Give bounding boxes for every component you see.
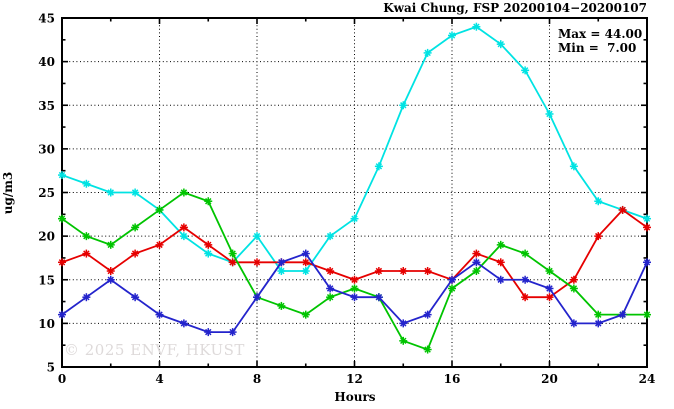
svg-text:8: 8: [253, 372, 261, 386]
x-tick-labels: 0 4 8 12 16 20 24: [58, 372, 656, 386]
svg-text:10: 10: [38, 317, 55, 331]
svg-text:20: 20: [38, 230, 55, 244]
svg-text:35: 35: [38, 99, 55, 113]
svg-text:4: 4: [155, 372, 163, 386]
svg-text:25: 25: [38, 186, 55, 200]
svg-text:16: 16: [444, 372, 461, 386]
x-axis-label: Hours: [334, 390, 376, 404]
stats-legend: Max = 44.00 Min = 7.00: [558, 27, 642, 55]
series-red-markers: [58, 205, 651, 302]
watermark-text: © 2025 ENVF, HKUST: [64, 341, 245, 359]
svg-text:30: 30: [38, 142, 55, 156]
svg-text:45: 45: [38, 12, 55, 26]
svg-text:20: 20: [541, 372, 558, 386]
stat-min-label: Min = 7.00: [558, 41, 637, 55]
gridlines: [62, 18, 647, 367]
svg-text:15: 15: [38, 273, 55, 287]
svg-text:5: 5: [47, 361, 55, 375]
series-blue-markers: [58, 249, 651, 337]
y-tick-labels: 5 10 15 20 25 30 35 40 45: [38, 12, 55, 375]
y-axis-label: ug/m3: [1, 171, 15, 215]
chart-title: Kwai Chung, FSP 20200104−20200107: [383, 1, 647, 15]
axis-ticks: [61, 17, 648, 368]
svg-text:12: 12: [346, 372, 363, 386]
series-red: [58, 205, 651, 302]
svg-text:24: 24: [639, 372, 656, 386]
series-blue: [58, 249, 651, 337]
svg-text:0: 0: [58, 372, 66, 386]
svg-text:40: 40: [38, 55, 55, 69]
stat-max-label: Max = 44.00: [558, 27, 643, 41]
